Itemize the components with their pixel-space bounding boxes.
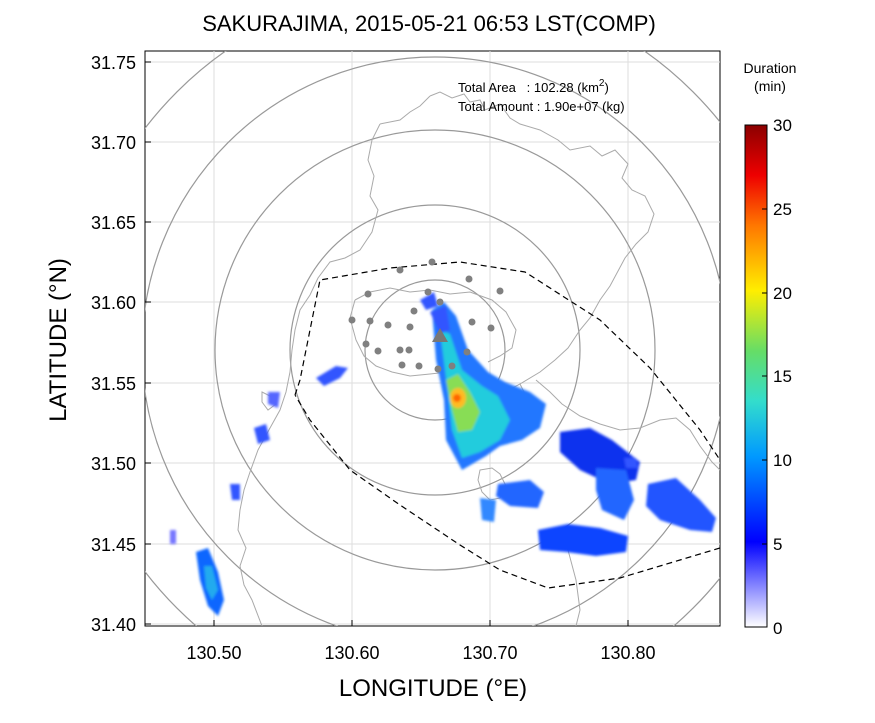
y-tick-label: 31.65 [91,213,136,233]
ash-patch-east-2 [646,478,716,532]
colorbar-tick-label: 5 [773,535,782,554]
y-tick-label: 31.70 [91,133,136,153]
y-tick-label: 31.55 [91,374,136,394]
x-tick-label: 130.60 [324,643,379,663]
colorbar-tick-label: 0 [773,619,782,638]
colorbar-title: Duration [744,60,797,76]
x-tick-label: 130.80 [600,643,655,663]
plot-area: Total Area : 102.28 (km2) Total Amount :… [144,50,721,627]
ash-patch-south-1 [538,524,628,556]
y-tick-labels: 31.75 31.70 31.65 31.60 31.55 31.50 31.4… [91,53,136,635]
ash-patch-far-sw [170,530,176,544]
ash-patch-mid [496,480,544,508]
ash-patches [170,292,716,616]
ash-patch-east-1b [596,468,634,520]
vent-triangle-icon [432,328,448,342]
colorbar-tick-label: 30 [773,116,792,135]
ash-max-core [453,394,461,402]
x-tick-labels: 130.50 130.60 130.70 130.80 [186,643,655,663]
ash-patch-w-1 [254,424,270,444]
x-tick-label: 130.50 [186,643,241,663]
ash-patch-nw [316,366,348,386]
plot-frame [144,50,721,627]
colorbar-tick-label: 15 [773,367,792,386]
y-tick-label: 31.60 [91,293,136,313]
ash-vent-strip [430,306,450,334]
y-tick-label: 31.45 [91,535,136,555]
colorbar-unit: (min) [754,78,786,94]
colorbar: Duration (min) 30 25 20 15 10 5 0 [744,60,797,638]
ash-patch-w-3 [268,392,280,408]
chart-title: SAKURAJIMA, 2015-05-21 06:53 LST(COMP) [202,11,656,36]
y-axis-label: LATITUDE (°N) [45,258,72,422]
ash-patch-e-small [624,458,638,468]
x-tick-label: 130.70 [462,643,517,663]
ash-patch-n-1 [420,292,438,310]
boundary-dashed [294,261,720,589]
total-area-text: Total Area : 102.28 (km2) [458,78,609,95]
range-rings [145,51,720,626]
ash-patch-sw-core [204,566,218,600]
y-tick-label: 31.50 [91,454,136,474]
total-amount-text: Total Amount : 1.90e+07 (kg) [458,99,625,114]
stations [348,258,504,373]
x-axis-label: LONGITUDE (°E) [339,675,527,702]
y-tick-label: 31.40 [91,615,136,635]
tick-marks [145,61,629,626]
colorbar-tick-label: 25 [773,200,792,219]
colorbar-tick-label: 10 [773,451,792,470]
ash-patch-mid-2 [480,498,496,522]
colorbar-tick-label: 20 [773,284,792,303]
ash-patch-w-2 [230,484,240,500]
y-tick-label: 31.75 [91,53,136,73]
